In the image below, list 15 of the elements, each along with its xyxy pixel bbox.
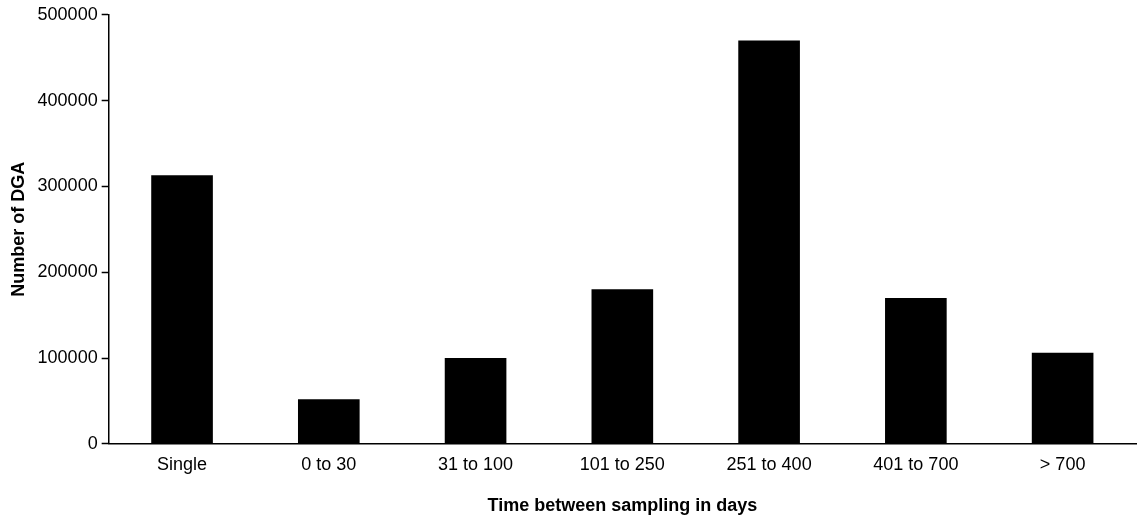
x-tick-label: 31 to 100 [438, 453, 514, 474]
x-tick-label: 251 to 400 [726, 453, 812, 474]
y-tick-label: 0 [87, 432, 98, 453]
x-tick-label: > 700 [1039, 453, 1086, 474]
y-tick-label: 400000 [37, 89, 98, 110]
y-axis-title: Number of DGA [7, 161, 28, 297]
y-tick-label: 500000 [37, 3, 98, 24]
x-tick-label: Single [157, 453, 208, 474]
x-axis-title: Time between sampling in days [487, 495, 758, 516]
x-tick-label: 0 to 30 [301, 453, 357, 474]
y-tick-label: 100000 [37, 346, 98, 367]
x-tick-label: 101 to 250 [579, 453, 665, 474]
y-tick-label: 300000 [37, 175, 98, 196]
x-tick-label: 401 to 700 [873, 453, 959, 474]
y-tick-label: 200000 [37, 261, 98, 282]
